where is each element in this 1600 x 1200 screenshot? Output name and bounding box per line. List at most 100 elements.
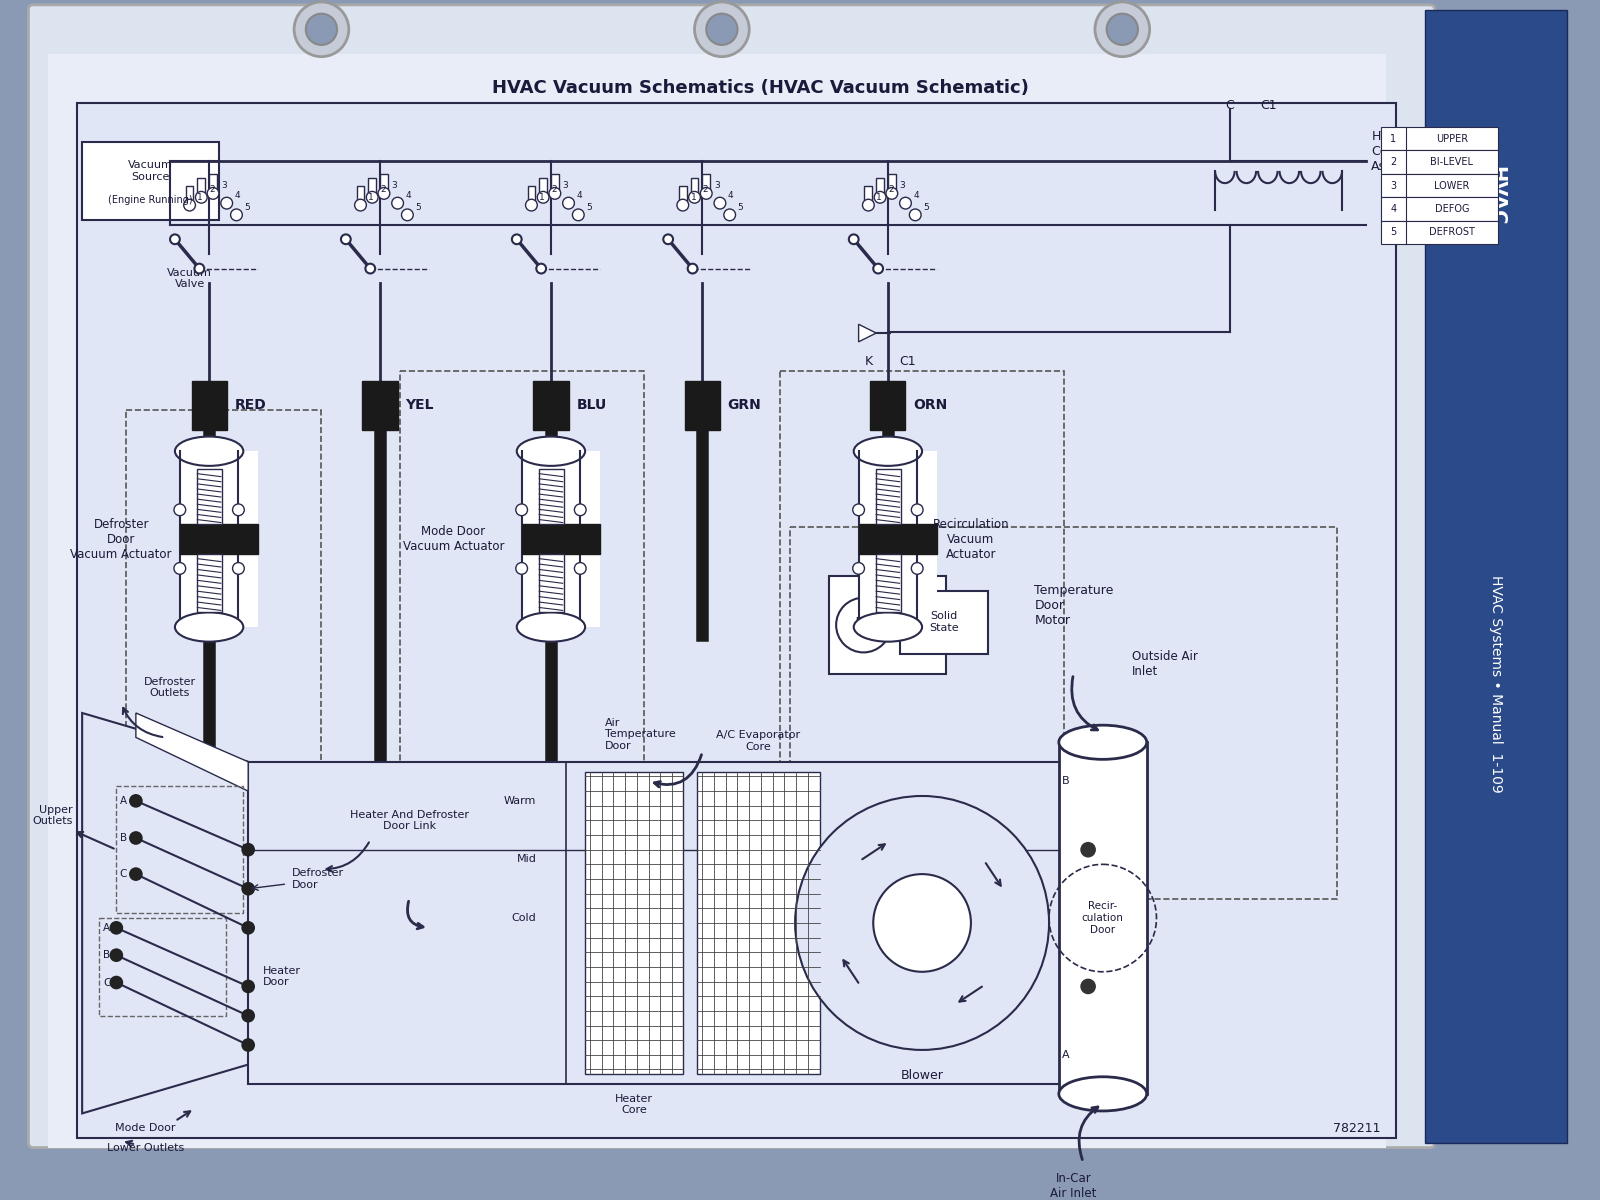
Text: 3: 3 (899, 181, 906, 190)
Bar (197, 178, 205, 197)
Text: 2: 2 (1390, 157, 1397, 167)
Circle shape (230, 209, 242, 221)
Circle shape (899, 197, 912, 209)
Circle shape (109, 976, 123, 989)
Text: 1: 1 (691, 193, 696, 202)
Circle shape (294, 2, 349, 56)
Circle shape (366, 192, 378, 203)
Text: Warm: Warm (504, 796, 536, 806)
Ellipse shape (517, 612, 586, 642)
Circle shape (392, 197, 403, 209)
Text: Heater
Door: Heater Door (262, 966, 301, 988)
Bar (192, 380, 227, 430)
Bar (539, 553, 563, 612)
Text: 2: 2 (550, 185, 557, 194)
Ellipse shape (854, 612, 922, 642)
Bar (691, 178, 699, 197)
Text: GRN: GRN (728, 398, 762, 413)
Text: DEFOG: DEFOG (1435, 204, 1469, 214)
Text: 5: 5 (738, 203, 744, 211)
Circle shape (242, 882, 254, 895)
Circle shape (242, 1009, 254, 1022)
Circle shape (184, 199, 195, 211)
Text: Outside Air
Inlet: Outside Air Inlet (1133, 650, 1198, 678)
Circle shape (174, 504, 186, 516)
Circle shape (195, 264, 205, 274)
Polygon shape (136, 713, 248, 791)
Text: Lower Outlets: Lower Outlets (107, 1142, 184, 1152)
Circle shape (563, 197, 574, 209)
Circle shape (109, 948, 123, 962)
Bar (1381, 150, 1498, 174)
Text: A: A (102, 923, 110, 932)
Bar (77, 102, 1395, 1138)
Text: Solid
State: Solid State (928, 611, 958, 632)
Text: 1: 1 (539, 193, 546, 202)
Bar (179, 451, 258, 628)
Bar (522, 524, 600, 553)
Circle shape (795, 796, 1050, 1050)
Circle shape (853, 563, 864, 575)
Text: 4: 4 (1390, 204, 1397, 214)
Text: HVAC: HVAC (1486, 166, 1506, 226)
Text: Air
Temperature
Door: Air Temperature Door (605, 718, 675, 751)
Text: C: C (120, 869, 126, 880)
Circle shape (512, 234, 522, 244)
Text: 1: 1 (877, 193, 882, 202)
Circle shape (341, 234, 350, 244)
Circle shape (688, 264, 698, 274)
Text: 5: 5 (923, 203, 930, 211)
Circle shape (195, 192, 206, 203)
Circle shape (909, 209, 922, 221)
Bar (197, 553, 222, 612)
Circle shape (538, 192, 549, 203)
Text: 1: 1 (1390, 133, 1397, 144)
Bar (586, 772, 683, 1074)
Circle shape (242, 1038, 254, 1052)
Bar (702, 174, 710, 193)
Bar (539, 178, 547, 197)
Circle shape (130, 794, 142, 808)
Text: 2: 2 (702, 185, 707, 194)
Circle shape (874, 874, 971, 972)
Bar (1059, 743, 1147, 1094)
Circle shape (874, 192, 886, 203)
Text: 5: 5 (414, 203, 421, 211)
Text: C: C (102, 978, 110, 988)
Bar (381, 174, 387, 193)
Text: 4: 4 (576, 191, 582, 200)
Text: 5: 5 (1390, 228, 1397, 238)
Text: LOWER: LOWER (1434, 180, 1470, 191)
Text: BLU: BLU (576, 398, 606, 413)
Bar (899, 590, 987, 654)
Circle shape (853, 504, 864, 516)
Circle shape (174, 563, 186, 575)
Bar (698, 772, 819, 1074)
Text: 2: 2 (888, 185, 893, 194)
Circle shape (1080, 979, 1096, 995)
Text: B: B (102, 950, 110, 960)
Text: Mode Door: Mode Door (115, 1123, 176, 1133)
Circle shape (221, 197, 232, 209)
Bar (859, 451, 936, 628)
Bar (248, 762, 1088, 1084)
Circle shape (688, 192, 701, 203)
Bar (1381, 127, 1498, 150)
Circle shape (850, 234, 859, 244)
Circle shape (402, 209, 413, 221)
Bar (48, 54, 1386, 1147)
Bar (528, 186, 536, 205)
Bar (186, 186, 194, 205)
Text: C1: C1 (1261, 98, 1277, 112)
Ellipse shape (1059, 725, 1147, 760)
Circle shape (1080, 842, 1096, 858)
Circle shape (912, 563, 923, 575)
Circle shape (515, 504, 528, 516)
Text: A: A (120, 796, 126, 806)
Circle shape (723, 209, 736, 221)
Text: Defroster
Outlets: Defroster Outlets (144, 677, 197, 698)
Text: 4: 4 (728, 191, 733, 200)
Bar (678, 186, 686, 205)
Bar (197, 469, 222, 524)
Circle shape (378, 187, 390, 199)
